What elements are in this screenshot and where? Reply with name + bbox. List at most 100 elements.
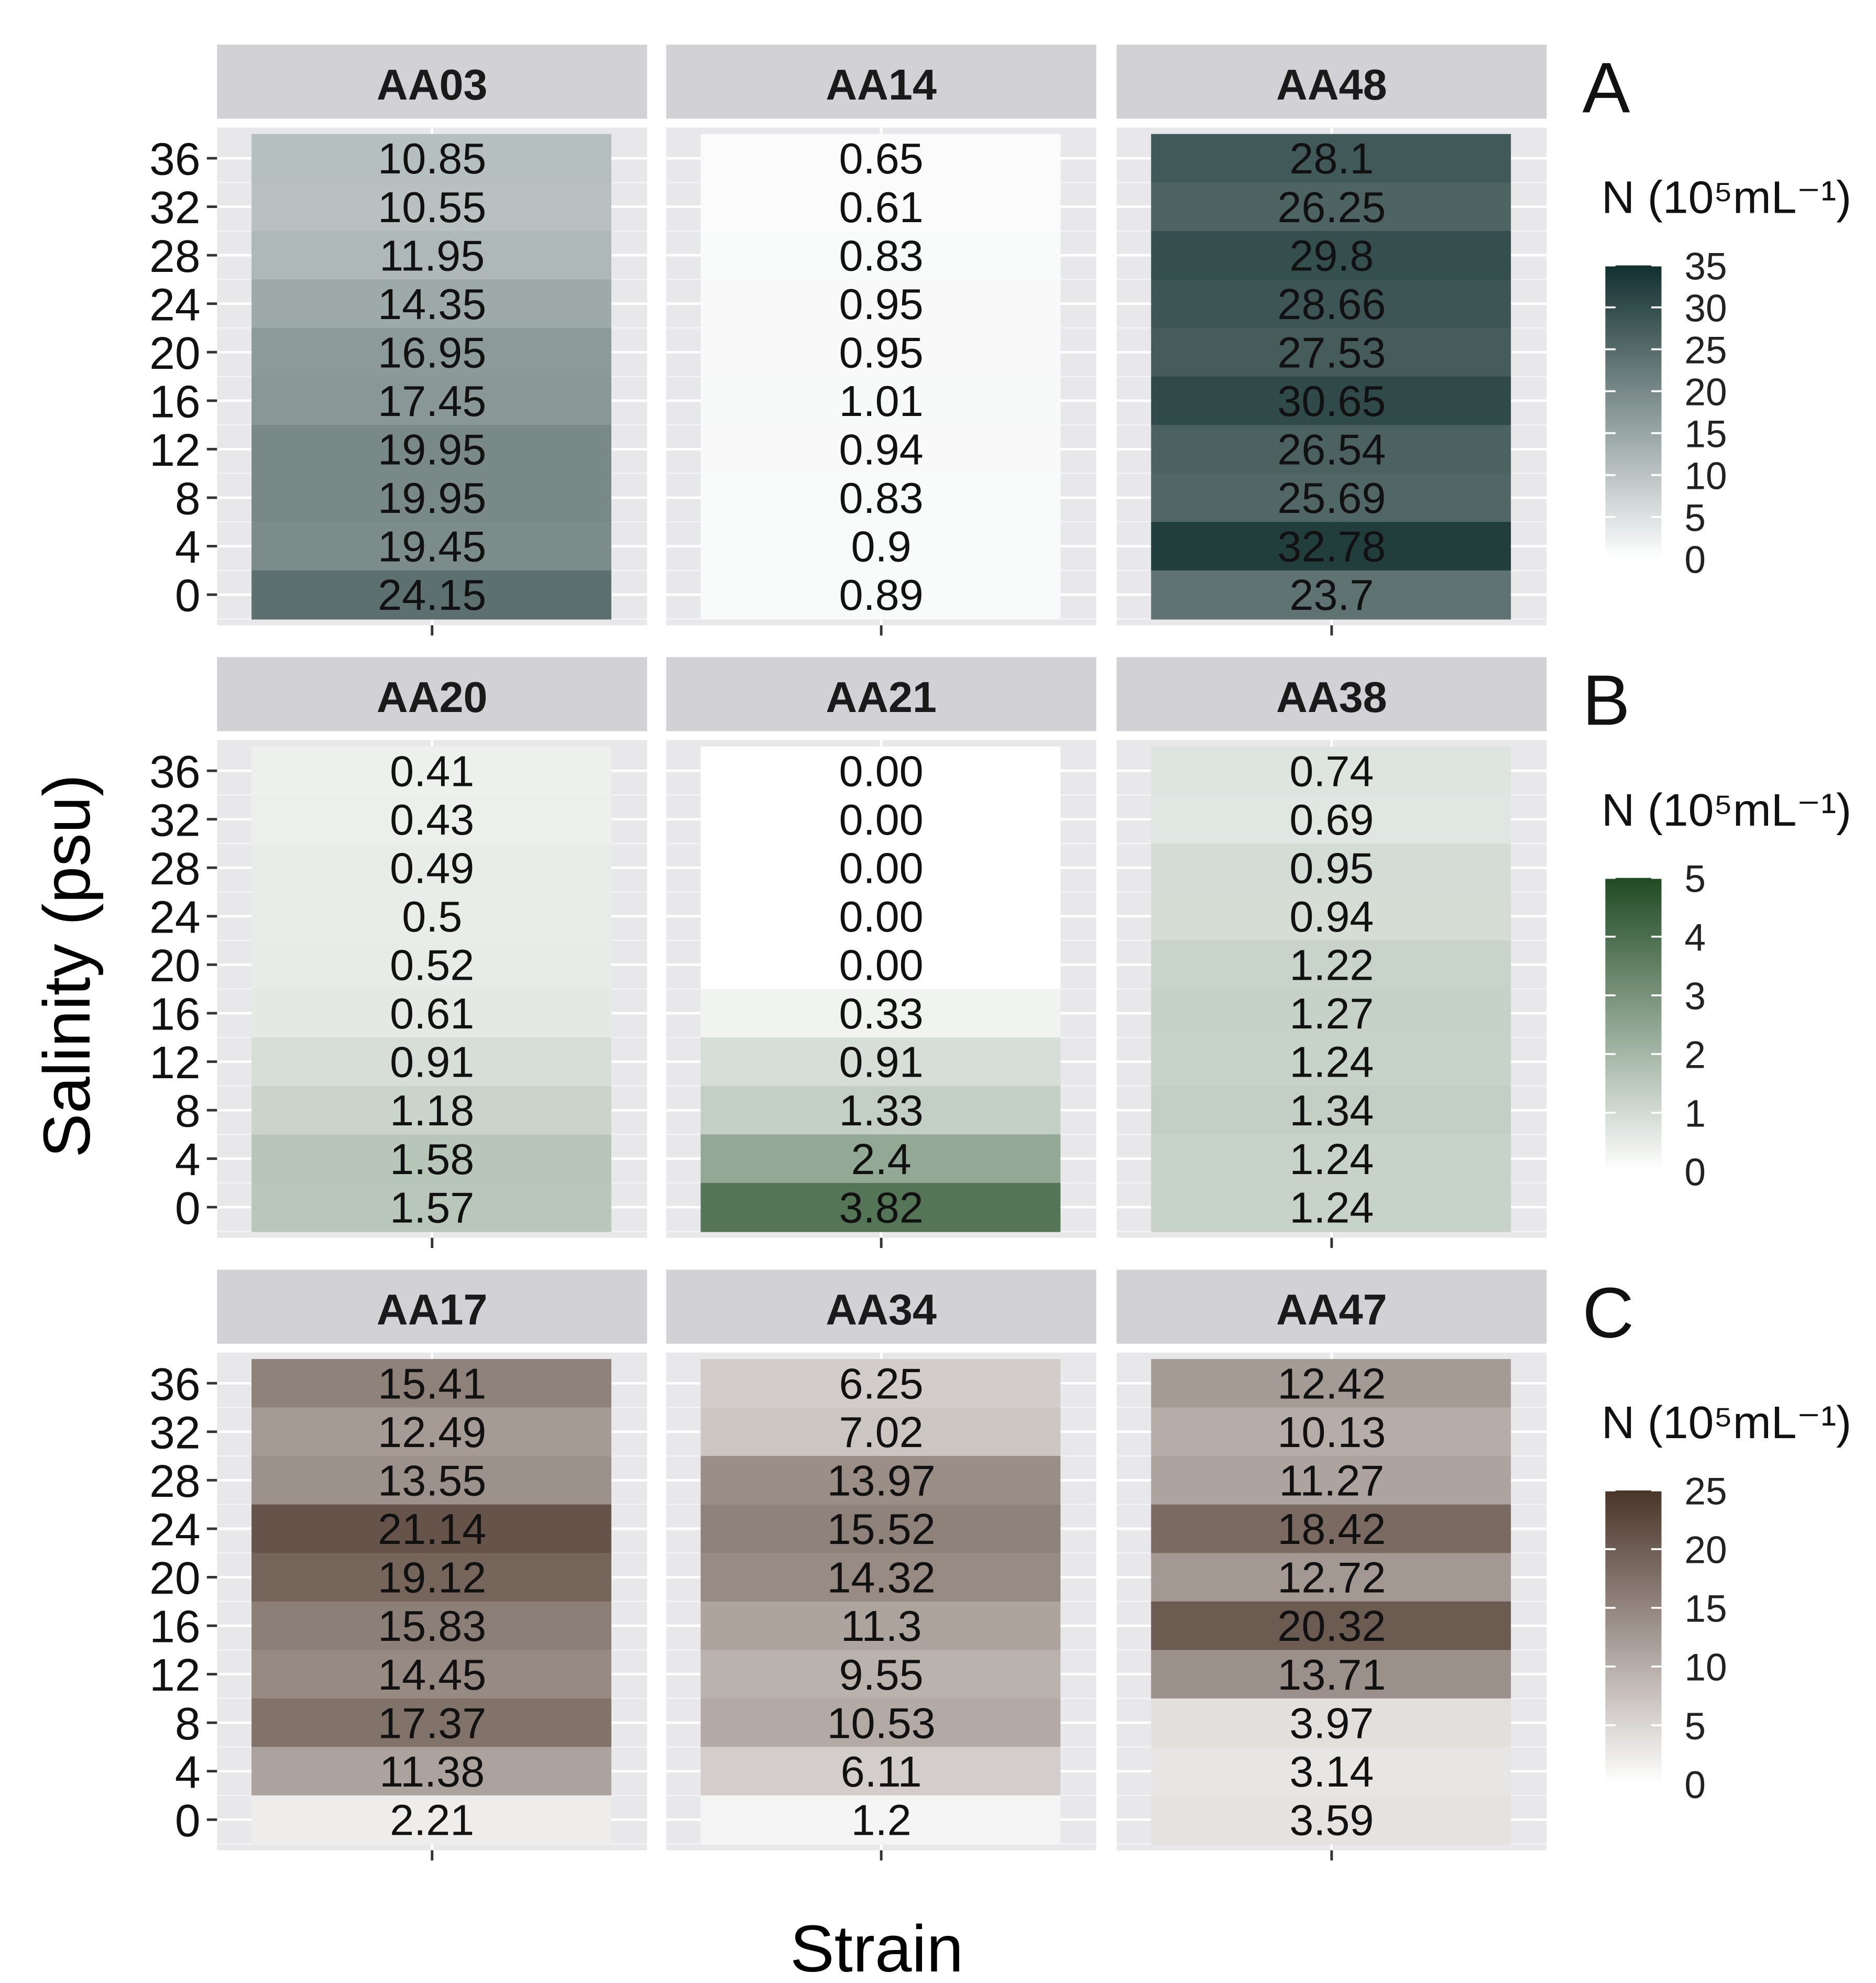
heatmap-tile <box>1151 522 1511 571</box>
legend-title: N (10⁵mL⁻¹) <box>1601 1397 1851 1448</box>
heatmap-tile <box>251 795 611 845</box>
y-axis-title: Salinity (psu) <box>29 774 104 1158</box>
tile-value-label: 0.91 <box>839 1038 924 1087</box>
heatmap-tile <box>1151 134 1511 183</box>
facet-label: AA17 <box>377 1285 488 1334</box>
tile-value-label: 24.15 <box>378 571 486 619</box>
colorbar-tick-label: 0 <box>1684 1152 1706 1194</box>
heatmap-tile <box>700 1037 1061 1087</box>
colorbar-tick-label: 35 <box>1684 245 1727 288</box>
heatmap-tile <box>700 795 1061 845</box>
heatmap-tile <box>700 1553 1061 1602</box>
y-tick-label: 24 <box>149 891 201 943</box>
tile-value-label: 3.14 <box>1289 1747 1374 1796</box>
tile-value-label: 3.82 <box>839 1183 924 1232</box>
y-tick-label: 16 <box>149 376 201 427</box>
tile-value-label: 21.14 <box>378 1505 486 1553</box>
heatmap-tile <box>251 1182 611 1232</box>
tile-value-label: 12.42 <box>1277 1359 1386 1408</box>
heatmap-tile <box>1151 1795 1511 1845</box>
tile-value-label: 3.97 <box>1289 1699 1374 1747</box>
heatmap-tile <box>251 940 611 990</box>
colorbar-tick-label: 30 <box>1684 287 1727 330</box>
facet-label: AA48 <box>1276 60 1387 109</box>
tile-value-label: 0.00 <box>839 843 924 892</box>
tile-value-label: 11.27 <box>1279 1456 1384 1505</box>
heatmap-tile <box>251 746 611 796</box>
tile-value-label: 0.69 <box>1289 795 1374 844</box>
heatmap-tile <box>1151 376 1511 426</box>
y-tick-label: 8 <box>175 473 201 524</box>
panel-letter: B <box>1583 660 1630 740</box>
tile-value-label: 17.37 <box>378 1699 486 1747</box>
y-tick-label: 20 <box>149 327 201 379</box>
colorbar <box>1605 878 1662 1171</box>
colorbar-tick-label: 1 <box>1684 1093 1706 1135</box>
heatmap-tile <box>700 989 1061 1038</box>
tile-value-label: 1.58 <box>390 1135 474 1184</box>
tile-value-label: 1.24 <box>1289 1183 1374 1232</box>
x-axis-title: Strain <box>790 1911 963 1983</box>
heatmap-tile <box>251 1407 611 1457</box>
heatmap-tile <box>700 376 1061 426</box>
heatmap-tile <box>251 134 611 183</box>
heatmap-tile <box>700 182 1061 232</box>
heatmap-tile <box>1151 570 1511 620</box>
tile-value-label: 0.94 <box>1289 892 1374 941</box>
tile-value-label: 10.13 <box>1277 1408 1386 1456</box>
colorbar-tick-label: 0 <box>1684 1764 1706 1806</box>
panel-letter: A <box>1583 48 1630 127</box>
heatmap-tile <box>1151 1504 1511 1554</box>
tile-value-label: 15.83 <box>378 1602 486 1650</box>
y-tick-label: 28 <box>149 231 201 282</box>
heatmap-tile <box>1151 1650 1511 1700</box>
y-tick-label: 16 <box>149 1601 201 1652</box>
tile-value-label: 0.94 <box>839 425 924 474</box>
heatmap-tile <box>1151 892 1511 941</box>
tile-value-label: 0.83 <box>839 231 924 280</box>
heatmap-tile <box>1151 1134 1511 1184</box>
facet-strip <box>1116 657 1547 731</box>
heatmap-tile <box>251 1504 611 1554</box>
heatmap-tile <box>700 231 1061 280</box>
tile-value-label: 13.71 <box>1277 1650 1386 1699</box>
tile-value-label: 20.32 <box>1277 1602 1386 1650</box>
tile-value-label: 14.32 <box>827 1553 936 1602</box>
colorbar-tick-label: 15 <box>1684 413 1727 456</box>
heatmap-tile <box>700 1456 1061 1505</box>
tile-value-label: 3.59 <box>1289 1795 1374 1844</box>
colorbar-tick-label: 2 <box>1684 1034 1706 1077</box>
tile-value-label: 19.95 <box>378 425 486 474</box>
tile-value-label: 0.00 <box>839 795 924 844</box>
heatmap-tile <box>251 1134 611 1184</box>
facet-strip <box>666 1269 1096 1344</box>
heatmap-tile <box>700 425 1061 474</box>
tile-value-label: 2.21 <box>390 1795 474 1844</box>
heatmap-tile <box>251 1086 611 1135</box>
heatmap-tile <box>1151 1553 1511 1602</box>
heatmap-tile <box>1151 795 1511 845</box>
heatmap-tile <box>1151 1182 1511 1232</box>
heatmap-tile <box>1151 746 1511 796</box>
heatmap-tile <box>1151 279 1511 329</box>
y-tick-label: 24 <box>149 1504 201 1555</box>
y-tick-label: 0 <box>175 1795 201 1846</box>
heatmap-tile <box>700 1698 1061 1748</box>
tile-value-label: 7.02 <box>839 1408 924 1456</box>
tile-value-label: 0.00 <box>839 941 924 990</box>
heatmap-tile <box>700 134 1061 183</box>
tile-value-label: 9.55 <box>839 1650 924 1699</box>
tile-value-label: 25.69 <box>1277 474 1386 522</box>
tile-value-label: 15.52 <box>827 1505 936 1553</box>
y-tick-label: 28 <box>149 843 201 894</box>
colorbar-tick-label: 5 <box>1684 858 1706 901</box>
heatmap-tile <box>251 989 611 1038</box>
tile-value-label: 10.55 <box>378 183 486 232</box>
tile-value-label: 13.97 <box>827 1456 936 1505</box>
y-tick-label: 32 <box>149 1407 201 1458</box>
heatmap-tile <box>700 746 1061 796</box>
facet-strip <box>666 45 1096 119</box>
heatmap-tile <box>251 1698 611 1748</box>
tile-value-label: 29.8 <box>1289 231 1374 280</box>
heatmap-tile <box>251 231 611 280</box>
